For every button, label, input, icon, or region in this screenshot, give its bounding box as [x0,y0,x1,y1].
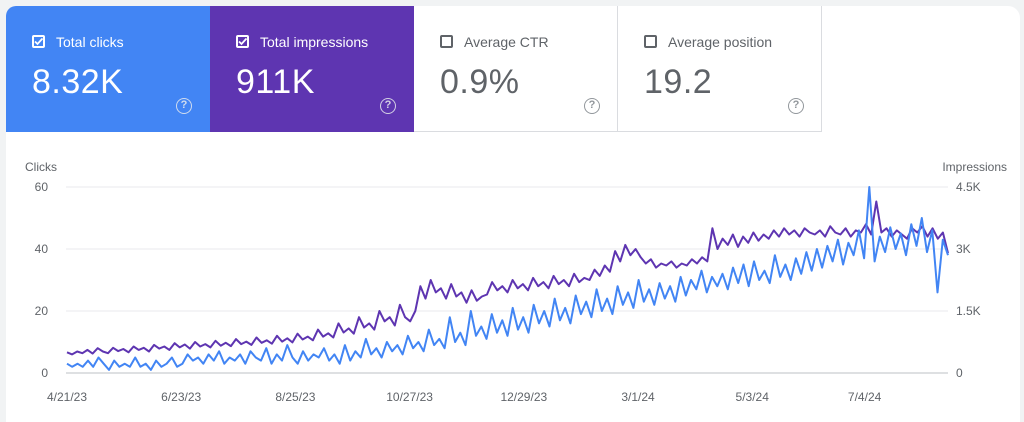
checkbox-unchecked-icon[interactable] [440,35,453,48]
checkbox-unchecked-icon[interactable] [644,35,657,48]
total-impressions-value: 911K [236,63,315,101]
y-tick-label-left: 40 [35,242,49,256]
checkbox-checked-icon[interactable] [32,35,45,48]
performance-panel: Clicks Impressions 0 20 40 60 0 1.5K 3K 4.5K 4… [6,6,1020,422]
gridlines [66,186,948,374]
checkbox-checked-icon[interactable] [236,35,249,48]
y-tick-label-right: 3K [956,242,971,256]
total-impressions-card[interactable]: Total impressions 911K ? [210,6,414,132]
y-tick-label-left: 60 [35,180,49,194]
total-clicks-value: 8.32K [32,63,124,101]
total-clicks-label: Total clicks [56,34,124,50]
x-tick-label: 4/21/23 [47,390,87,404]
y-axis-ticks-left: 0 20 40 60 [35,180,49,380]
average-ctr-label: Average CTR [464,34,549,50]
average-position-card[interactable]: Average position 19.2 ? [618,6,822,132]
x-tick-label: 6/23/23 [161,390,201,404]
y-tick-label-right: 0 [956,366,963,380]
series-line-clicks [66,186,949,371]
x-tick-label: 7/4/24 [848,390,882,404]
y-tick-label-left: 0 [41,366,48,380]
series-line-impressions [66,200,949,356]
x-tick-label: 8/25/23 [275,390,315,404]
y-axis-ticks-right: 0 1.5K 3K 4.5K [956,180,981,380]
x-tick-label: 5/3/24 [736,390,770,404]
performance-chart: Clicks Impressions 0 20 40 60 0 1.5K 3K 4.5K 4… [25,160,1007,404]
help-icon[interactable]: ? [380,98,396,114]
x-tick-label: 12/29/23 [500,390,547,404]
help-icon[interactable]: ? [176,98,192,114]
help-icon[interactable]: ? [788,98,804,114]
average-position-value: 19.2 [644,63,713,101]
total-impressions-label: Total impressions [260,34,369,50]
y-axis-label-left: Clicks [25,160,57,174]
help-icon[interactable]: ? [584,98,600,114]
y-tick-label-right: 1.5K [956,304,981,318]
average-ctr-value: 0.9% [440,63,520,101]
y-tick-label-right: 4.5K [956,180,981,194]
metric-cards: Total clicks 8.32K ? Total impressions 9… [6,6,822,132]
y-axis-label-right: Impressions [942,160,1007,174]
average-position-label: Average position [668,34,773,50]
x-tick-label: 3/1/24 [621,390,655,404]
x-axis-ticks: 4/21/23 6/23/23 8/25/23 10/27/23 12/29/23 3/1… [47,390,882,404]
series-lines [66,186,949,371]
x-tick-label: 10/27/23 [386,390,433,404]
y-tick-label-left: 20 [35,304,49,318]
total-clicks-card[interactable]: Total clicks 8.32K ? [6,6,210,132]
average-ctr-card[interactable]: Average CTR 0.9% ? [414,6,618,132]
